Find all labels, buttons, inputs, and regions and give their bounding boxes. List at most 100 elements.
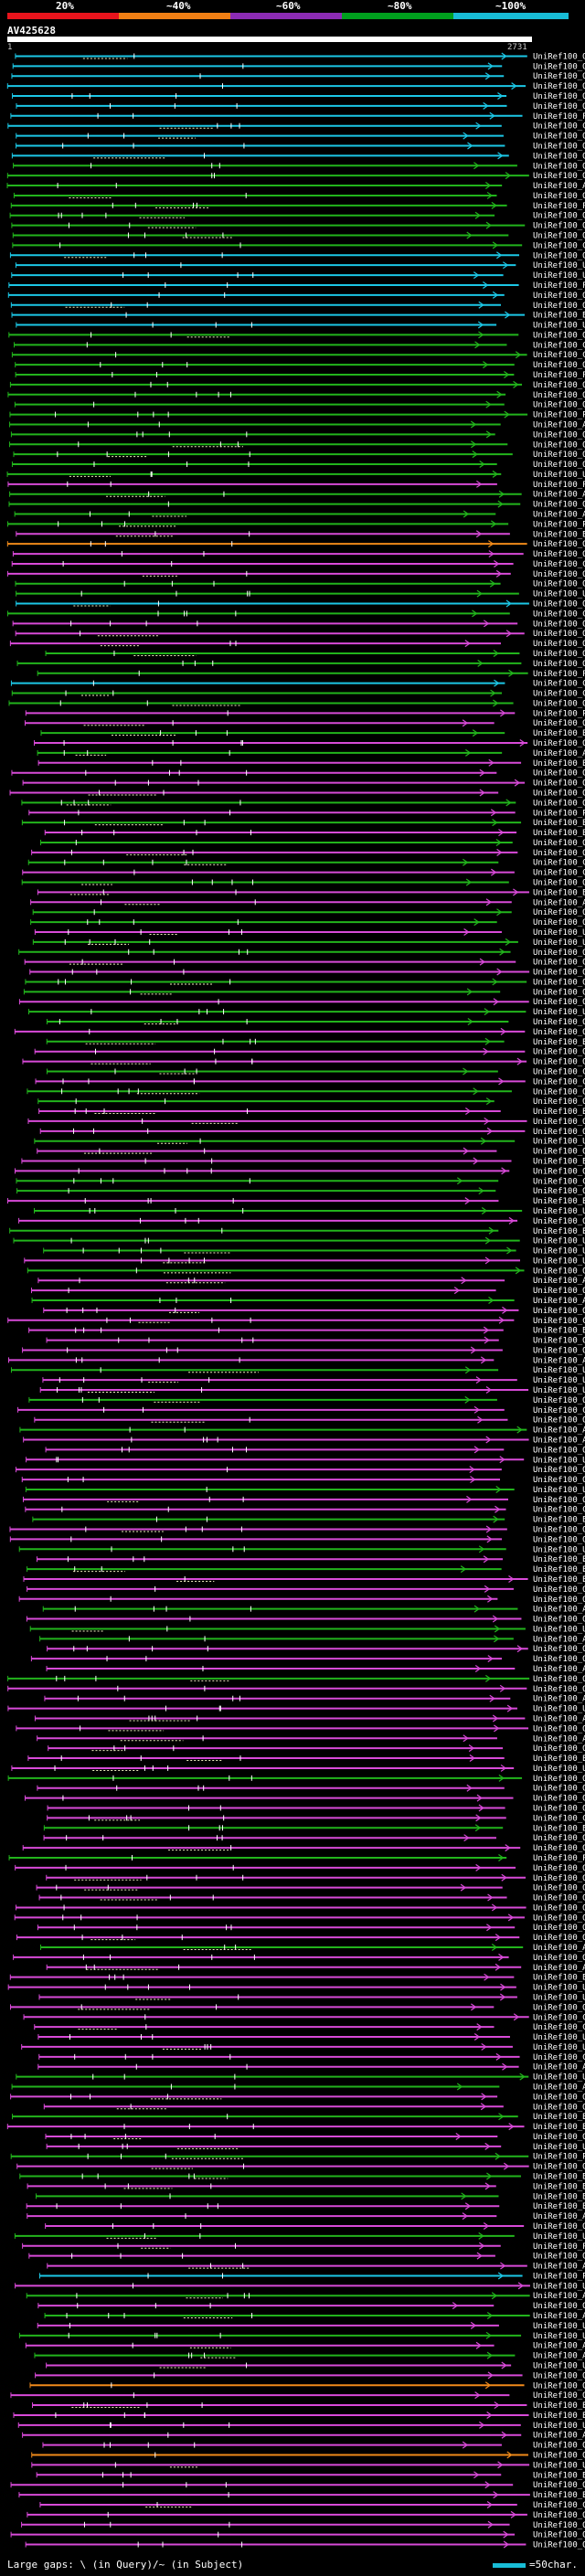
hit-label[interactable]: UniRef100_Q9SPP9 bbox=[533, 1874, 585, 1883]
hit-label[interactable]: UniRef100_C0E650 bbox=[533, 560, 585, 569]
hit-label[interactable]: UniRef100_A7PF96 bbox=[533, 510, 585, 519]
hit-row[interactable]: UniRef100_UP1000... bbox=[18, 2332, 585, 2341]
hit-label[interactable]: UniRef100_Q9LZJ7 bbox=[533, 570, 585, 579]
hit-label[interactable]: UniRef100_B4J5H8 bbox=[533, 1575, 585, 1585]
hit-row[interactable]: UniRef100_Q84W12 bbox=[25, 978, 585, 987]
hit-label[interactable]: UniRef100_Q40375 bbox=[533, 52, 585, 61]
hit-label[interactable]: UniRef100_Q9ET00 bbox=[533, 1476, 585, 1485]
hit-row[interactable]: UniRef100_UP1000... bbox=[7, 1984, 585, 1993]
hit-row[interactable]: UniRef100_Q6PZE9 bbox=[45, 650, 585, 659]
hit-label[interactable]: UniRef100_Q92010 bbox=[533, 401, 585, 410]
hit-label[interactable]: UniRef100_A9VT16 bbox=[533, 1714, 585, 1723]
hit-label[interactable]: UniRef100_Q9M7N0 bbox=[533, 640, 585, 649]
hit-label[interactable]: UniRef100_C6TN18 bbox=[533, 241, 585, 250]
hit-row[interactable]: UniRef100_Q1BBUN bbox=[23, 988, 585, 997]
hit-row[interactable]: UniRef100_Q9FEM3 bbox=[24, 719, 585, 728]
hit-label[interactable]: UniRef100_Q9S9E4 bbox=[533, 2371, 585, 2380]
hit-label[interactable]: UniRef100_UP1000... bbox=[533, 938, 585, 948]
hit-row[interactable]: UniRef100_UP1000... bbox=[24, 1256, 585, 1266]
hit-row[interactable]: UniRef100_Q8T602 bbox=[37, 1148, 585, 1157]
hit-row[interactable]: UniRef100_A9NV95 bbox=[11, 2083, 585, 2093]
hit-label[interactable]: UniRef100_Q84361 bbox=[533, 391, 585, 400]
hit-row[interactable]: UniRef100_Q39600 bbox=[22, 1346, 585, 1355]
hit-label[interactable]: UniRef100_Q57UP2 bbox=[533, 1675, 585, 1684]
hit-row[interactable]: UniRef100_UP1000... bbox=[33, 1207, 585, 1216]
hit-label[interactable]: UniRef100_Q9SPQ0 bbox=[533, 1884, 585, 1893]
hit-label[interactable]: UniRef100_A7S824 bbox=[533, 1356, 585, 1365]
hit-row[interactable]: UniRef100_UP1000... bbox=[38, 1993, 585, 2002]
hit-row[interactable]: UniRef100_UP1000... bbox=[11, 271, 585, 281]
hit-label[interactable]: UniRef100_Q9M3G9 bbox=[533, 1018, 585, 1027]
hit-row[interactable]: UniRef100_C0E650 bbox=[11, 560, 585, 569]
hit-label[interactable]: UniRef100_P93705 bbox=[533, 520, 585, 529]
hit-row[interactable]: UniRef100_C6TF21 bbox=[6, 610, 585, 619]
hit-label[interactable]: UniRef100_UP1000... bbox=[533, 1247, 585, 1256]
hit-row[interactable]: UniRef100_A6NDG1 bbox=[44, 1695, 585, 1704]
hit-label[interactable]: UniRef100_Q49151 bbox=[533, 361, 585, 370]
hit-label[interactable]: UniRef100_C6TGK1 bbox=[533, 122, 585, 132]
hit-label[interactable]: UniRef100_UP1000... bbox=[533, 1008, 585, 1017]
hit-row[interactable]: UniRef100_UP1000... bbox=[10, 1366, 585, 1375]
hit-label[interactable]: UniRef100_B9GHP4 bbox=[533, 1516, 585, 1525]
hit-row[interactable]: UniRef100_P24799 bbox=[7, 481, 585, 490]
hit-row[interactable]: UniRef100_UP1000... bbox=[32, 938, 585, 948]
hit-label[interactable]: UniRef100_Q8L9D1 bbox=[533, 1187, 585, 1196]
hit-row[interactable]: UniRef100_UP1000... bbox=[26, 1456, 585, 1465]
hit-row[interactable]: UniRef100_Q1JBT9 bbox=[28, 2253, 585, 2262]
hit-label[interactable]: UniRef100_Q4Q5D7 bbox=[533, 2003, 585, 2012]
hit-row[interactable]: UniRef100_Q9U614 bbox=[38, 1894, 585, 1903]
hit-label[interactable]: UniRef100_A4H6P2 bbox=[533, 1964, 585, 1973]
hit-row[interactable]: UniRef100_Q9M7N0 bbox=[9, 640, 585, 649]
hit-row[interactable]: UniRef100_B4G234 bbox=[27, 1754, 585, 1764]
hit-row[interactable]: UniRef100_UP1000... bbox=[15, 261, 585, 270]
hit-row[interactable]: UniRef100_Q39EB8 bbox=[12, 550, 585, 559]
hit-label[interactable]: UniRef100_Q9S992 bbox=[533, 630, 585, 639]
hit-label[interactable]: UniRef100_Q9FUR7 bbox=[533, 1118, 585, 1127]
hit-label[interactable]: UniRef100_UP1000... bbox=[533, 2332, 585, 2341]
hit-row[interactable]: UniRef100_Q40979 bbox=[6, 540, 585, 549]
hit-row[interactable]: UniRef100_Q24300 bbox=[39, 1128, 585, 1137]
hit-label[interactable]: UniRef100_Q9FEE9 bbox=[533, 1526, 585, 1535]
hit-label[interactable]: UniRef100_UP1000... bbox=[533, 1386, 585, 1395]
hit-label[interactable]: UniRef100_Q9LMQ0 bbox=[533, 2511, 585, 2520]
hit-row[interactable]: UniRef100_C1ICM6 bbox=[35, 1077, 585, 1087]
hit-label[interactable]: UniRef100_C5LTP9 bbox=[533, 690, 585, 699]
hit-label[interactable]: UniRef100_Q9S6Q0 bbox=[533, 222, 585, 231]
hit-row[interactable]: UniRef100_A9SWU2 bbox=[26, 2292, 585, 2301]
hit-label[interactable]: UniRef100_C5GV58 bbox=[533, 341, 585, 350]
hit-label[interactable]: UniRef100_Q9S359 bbox=[533, 799, 585, 808]
hit-row[interactable]: UniRef100_UP1000... bbox=[16, 322, 585, 331]
hit-row[interactable]: UniRef100_B4RGH8 bbox=[37, 759, 585, 769]
hit-label[interactable]: UniRef100_B4K5W6 bbox=[533, 1327, 585, 1336]
hit-label[interactable]: UniRef100_A9SWU2 bbox=[533, 2292, 585, 2301]
hit-label[interactable]: UniRef100_Q9S9N5 bbox=[533, 600, 585, 610]
hit-row[interactable]: UniRef100_B4K5W6 bbox=[28, 1327, 585, 1336]
hit-label[interactable]: UniRef100_Q9MHM6 bbox=[533, 918, 585, 928]
hit-row[interactable]: UniRef100_Q9S6Q0 bbox=[11, 222, 585, 231]
hit-row[interactable]: UniRef100_UP1000... bbox=[15, 2282, 585, 2291]
hit-label[interactable]: UniRef100_P93658 bbox=[533, 1854, 585, 1863]
hit-label[interactable]: UniRef100_Q39686 bbox=[533, 192, 585, 201]
hit-label[interactable]: UniRef100_Q9S9U7 bbox=[533, 2302, 585, 2311]
hit-label[interactable]: UniRef100_UP1000... bbox=[533, 471, 585, 480]
hit-row[interactable]: UniRef100_Q9QXD8 bbox=[29, 2381, 585, 2390]
hit-label[interactable]: UniRef100_P15642 bbox=[533, 202, 585, 211]
hit-row[interactable]: UniRef100_A7SFS2 bbox=[46, 1665, 585, 1674]
hit-label[interactable]: UniRef100_A9VT08 bbox=[533, 1734, 585, 1744]
hit-row[interactable]: UniRef100_B9S318 bbox=[36, 1555, 585, 1564]
hit-row[interactable]: UniRef100_Q40870 bbox=[13, 451, 585, 460]
hit-row[interactable]: UniRef100_Q9M3G9 bbox=[46, 1018, 585, 1027]
hit-row[interactable]: UniRef100_Q9FZ35 bbox=[9, 789, 585, 798]
hit-row[interactable]: UniRef100_Q4VT04 bbox=[18, 1595, 585, 1605]
hit-label[interactable]: UniRef100_Q5VGE9 bbox=[533, 1097, 585, 1107]
hit-label[interactable]: UniRef100_C5ZHD5 bbox=[533, 2501, 585, 2510]
hit-row[interactable]: UniRef100_Q2TCK9 bbox=[29, 969, 585, 978]
hit-label[interactable]: UniRef100_Q3EP10 bbox=[533, 1954, 585, 1963]
hit-row[interactable]: UniRef100_UP1000... bbox=[46, 2361, 585, 2370]
hit-label[interactable]: UniRef100_C5ZGN9 bbox=[533, 1067, 585, 1076]
hit-label[interactable]: UniRef100_C5GV57 bbox=[533, 351, 585, 360]
hit-row[interactable]: UniRef100_Q9LGW4 bbox=[12, 620, 585, 629]
hit-row[interactable]: UniRef100_A2R0X4 bbox=[22, 2432, 585, 2441]
hit-row[interactable]: UniRef100_B6TRN5 bbox=[9, 1974, 585, 1983]
hit-row[interactable]: UniRef100_Q9HHY8 bbox=[34, 739, 585, 748]
